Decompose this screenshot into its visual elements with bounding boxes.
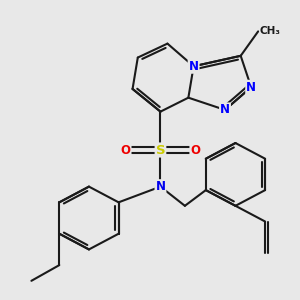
Text: S: S: [156, 143, 165, 157]
Text: CH₃: CH₃: [260, 26, 281, 36]
Text: N: N: [189, 60, 199, 73]
Text: N: N: [155, 180, 166, 193]
Text: O: O: [190, 143, 200, 157]
Text: N: N: [246, 81, 256, 94]
Text: O: O: [121, 143, 130, 157]
Text: N: N: [220, 103, 230, 116]
